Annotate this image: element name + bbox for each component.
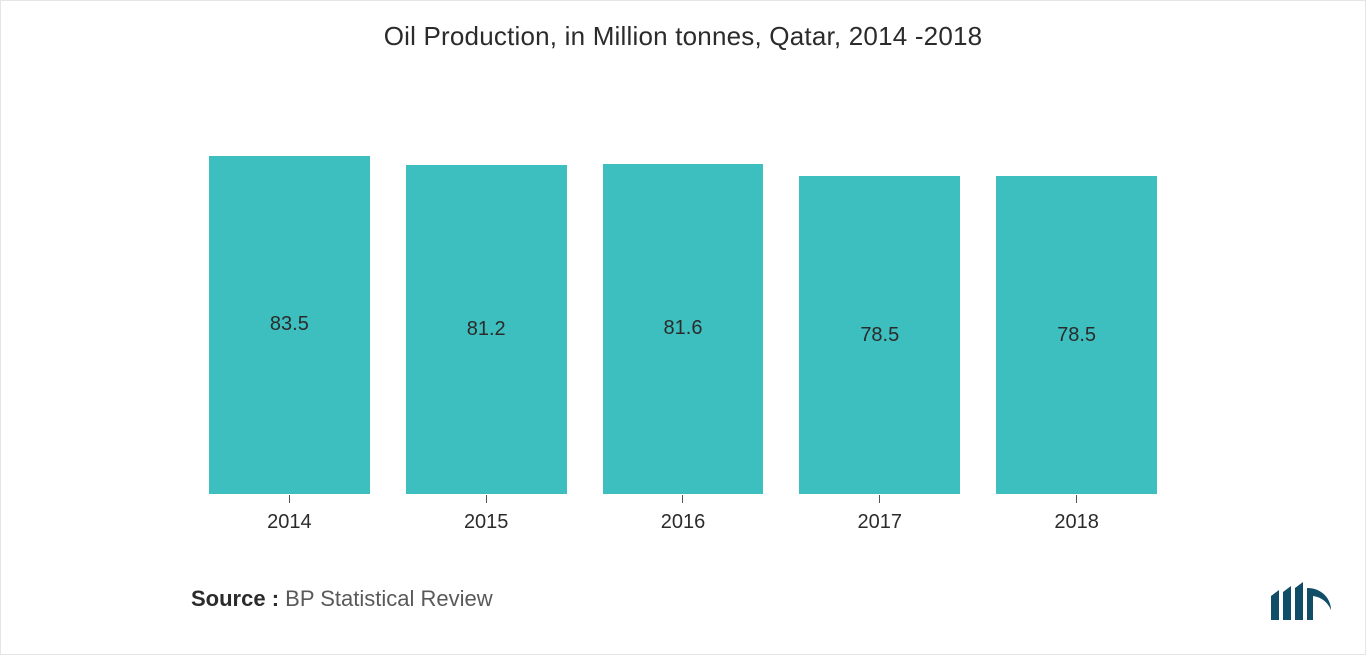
x-axis: 2014 2015 2016 2017 2018 bbox=[191, 495, 1175, 534]
chart-title: Oil Production, in Million tonnes, Qatar… bbox=[1, 1, 1365, 52]
x-tick-group: 2016 bbox=[603, 495, 764, 534]
plot-area: 83.5 81.2 81.6 78.5 78.5 bbox=[191, 91, 1175, 494]
x-tick-mark bbox=[1076, 495, 1077, 503]
x-tick-label: 2014 bbox=[267, 511, 312, 534]
bar-4: 78.5 bbox=[996, 176, 1157, 494]
bar-value-label: 81.2 bbox=[467, 318, 506, 341]
source-prefix: Source : bbox=[191, 586, 279, 611]
bar-1: 81.2 bbox=[406, 165, 567, 494]
x-tick-mark bbox=[682, 495, 683, 503]
x-tick-label: 2018 bbox=[1054, 511, 1099, 534]
x-tick-label: 2017 bbox=[858, 511, 903, 534]
bar-group: 78.5 bbox=[799, 91, 960, 494]
x-tick-label: 2015 bbox=[464, 511, 509, 534]
bar-2: 81.6 bbox=[603, 164, 764, 494]
bar-0: 83.5 bbox=[209, 156, 370, 494]
bar-group: 83.5 bbox=[209, 91, 370, 494]
bar-group: 81.6 bbox=[603, 91, 764, 494]
x-tick-label: 2016 bbox=[661, 511, 706, 534]
x-tick-mark bbox=[879, 495, 880, 503]
brand-logo bbox=[1269, 582, 1333, 622]
bar-value-label: 83.5 bbox=[270, 313, 309, 336]
x-tick-group: 2015 bbox=[406, 495, 567, 534]
bar-value-label: 78.5 bbox=[860, 324, 899, 347]
bar-value-label: 78.5 bbox=[1057, 324, 1096, 347]
x-tick-group: 2018 bbox=[996, 495, 1157, 534]
x-tick-mark bbox=[486, 495, 487, 503]
bar-group: 81.2 bbox=[406, 91, 567, 494]
bar-3: 78.5 bbox=[799, 176, 960, 494]
bar-group: 78.5 bbox=[996, 91, 1157, 494]
x-tick-group: 2017 bbox=[799, 495, 960, 534]
x-tick-group: 2014 bbox=[209, 495, 370, 534]
source-text: BP Statistical Review bbox=[279, 586, 493, 611]
bar-value-label: 81.6 bbox=[664, 317, 703, 340]
mordor-logo-icon bbox=[1269, 582, 1333, 622]
x-tick-mark bbox=[289, 495, 290, 503]
source-attribution: Source : BP Statistical Review bbox=[191, 586, 493, 612]
